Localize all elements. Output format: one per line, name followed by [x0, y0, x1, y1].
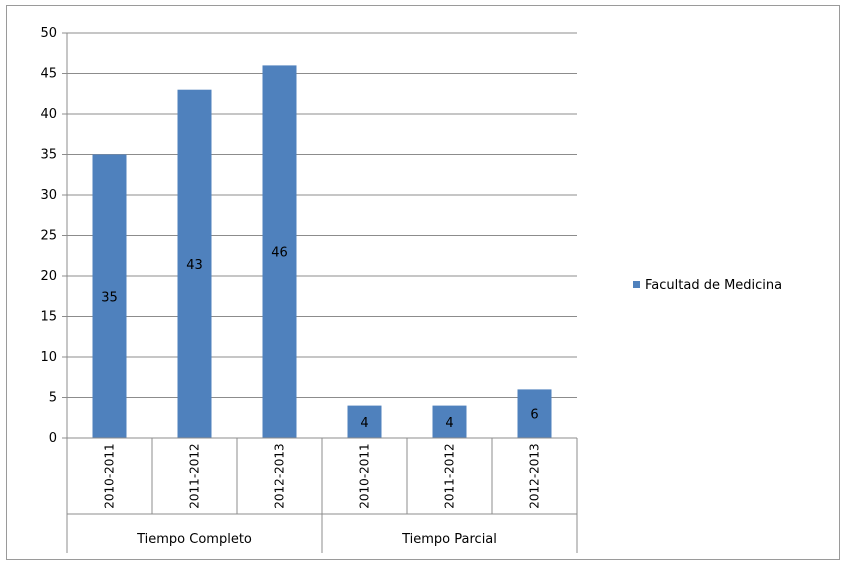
y-tick-label: 20	[40, 269, 57, 284]
data-label: 4	[445, 416, 453, 431]
group-label: Tiempo Parcial	[401, 532, 497, 547]
y-tick-label: 30	[40, 188, 57, 203]
data-label: 6	[530, 408, 538, 423]
y-tick-label: 45	[40, 67, 57, 82]
bar	[92, 154, 127, 438]
bar	[347, 405, 382, 438]
y-tick-label: 15	[40, 310, 57, 325]
category-label: 2010-2011	[358, 443, 372, 508]
y-tick-label: 35	[40, 148, 57, 163]
y-tick-label: 25	[40, 229, 57, 244]
y-tick-label: 40	[40, 107, 57, 122]
legend-label: Facultad de Medicina	[645, 278, 782, 293]
category-label: 2012-2013	[273, 443, 287, 508]
bar	[262, 65, 297, 439]
y-tick-label: 5	[49, 391, 57, 406]
data-label: 4	[360, 416, 368, 431]
category-label: 2011-2012	[443, 443, 457, 508]
bar	[432, 405, 467, 438]
y-tick-label: 10	[40, 350, 57, 365]
bar	[177, 89, 212, 438]
y-tick-label: 50	[40, 26, 57, 41]
bar	[517, 389, 552, 438]
category-label: 2011-2012	[188, 443, 202, 508]
category-label: 2012-2013	[528, 443, 542, 508]
chart-frame: 0 5 10 15 20 25 30 35 40 45 50 35 43 46 4 4 6 2010-2011 20…	[6, 5, 840, 560]
data-label: 43	[186, 258, 203, 273]
y-tick-label: 0	[49, 431, 57, 446]
group-label: Tiempo Completo	[136, 532, 252, 547]
data-label: 35	[101, 290, 118, 305]
category-label: 2010-2011	[103, 443, 117, 508]
data-label: 46	[271, 246, 288, 261]
legend-swatch	[633, 281, 640, 288]
